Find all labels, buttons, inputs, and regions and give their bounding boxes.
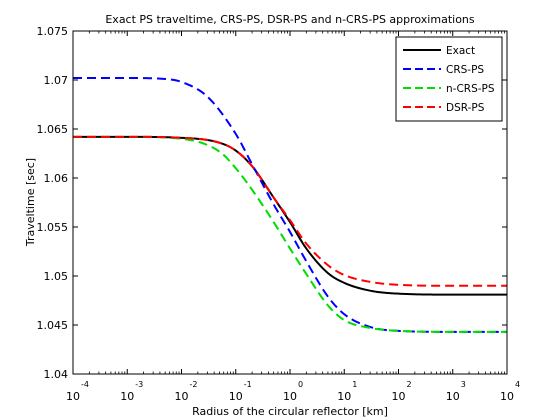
- x-tick-label: 10: [229, 390, 243, 403]
- x-tick-exponent: 4: [515, 380, 520, 389]
- x-tick-label: 10: [66, 390, 80, 403]
- x-tick-exponent: 1: [352, 380, 357, 389]
- x-tick-label: 10: [500, 390, 514, 403]
- x-tick-label: 10: [283, 390, 297, 403]
- y-tick-label: 1.055: [37, 221, 69, 234]
- y-tick-label: 1.065: [37, 123, 69, 136]
- x-tick-label: 10: [446, 390, 460, 403]
- y-tick-label: 1.045: [37, 319, 69, 332]
- series-line-dsr-ps: [73, 135, 507, 287]
- x-tick-label: 10: [337, 390, 351, 403]
- y-tick-label: 1.075: [37, 25, 69, 38]
- y-axis: 1.04 1.045 1.05 1.055 1.06 1.065 1.07 1.075: [37, 25, 507, 381]
- x-tick-exponent: -3: [135, 380, 143, 389]
- x-tick-label: 10: [120, 390, 134, 403]
- legend: Exact CRS-PS n-CRS-PS DSR-PS: [395, 36, 503, 122]
- x-tick-label: 10: [392, 390, 406, 403]
- legend-label: n-CRS-PS: [446, 83, 495, 95]
- chart-title: Exact PS traveltime, CRS-PS, DSR-PS and …: [105, 13, 475, 26]
- legend-label: CRS-PS: [446, 64, 484, 76]
- legend-label: Exact: [446, 45, 475, 57]
- series-layer: [73, 77, 507, 333]
- y-tick-label: 1.07: [44, 74, 69, 87]
- x-tick-exponent: -1: [244, 380, 252, 389]
- x-tick-exponent: 0: [298, 380, 303, 389]
- x-tick-exponent: 2: [407, 380, 412, 389]
- x-tick-exponent: 3: [461, 380, 466, 389]
- x-tick-exponent: -4: [81, 380, 89, 389]
- y-tick-label: 1.06: [44, 172, 69, 185]
- x-tick-label: 10: [175, 390, 189, 403]
- x-tick-exponent: -2: [190, 380, 198, 389]
- y-tick-label: 1.05: [44, 270, 69, 283]
- y-axis-label: Traveltime [sec]: [24, 158, 37, 247]
- x-axis-label: Radius of the circular reflector [km]: [192, 405, 388, 418]
- legend-label: DSR-PS: [446, 102, 485, 114]
- y-tick-label: 1.04: [44, 368, 69, 381]
